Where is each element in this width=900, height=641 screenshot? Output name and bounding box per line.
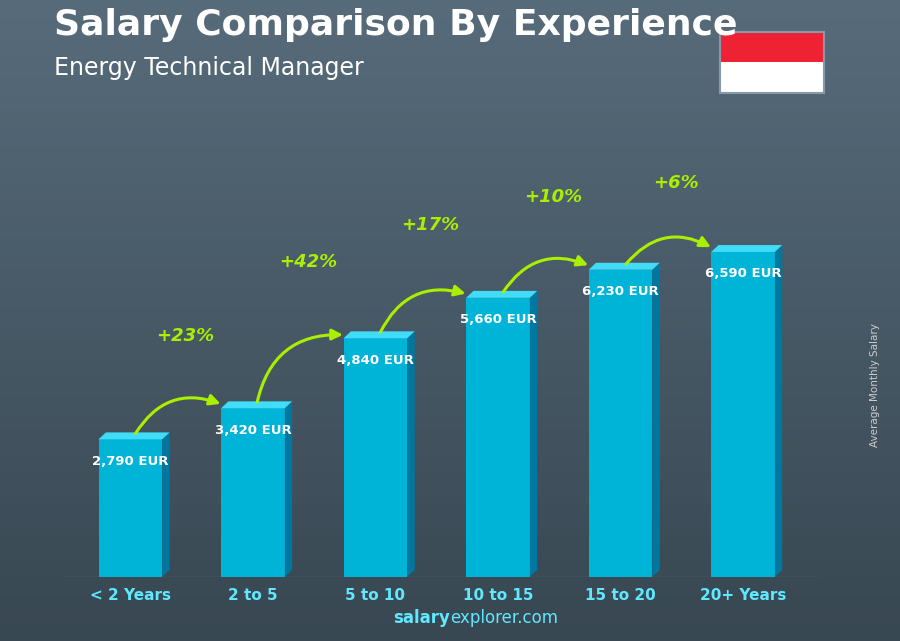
Polygon shape <box>711 252 775 577</box>
Text: 6,590 EUR: 6,590 EUR <box>705 267 781 280</box>
Text: +42%: +42% <box>279 253 338 271</box>
Bar <box>720 63 824 93</box>
Text: Energy Technical Manager: Energy Technical Manager <box>54 56 364 80</box>
Text: +6%: +6% <box>652 174 698 192</box>
Bar <box>720 32 824 63</box>
Polygon shape <box>98 433 169 439</box>
Polygon shape <box>589 270 652 577</box>
Text: 2,790 EUR: 2,790 EUR <box>92 454 168 468</box>
Text: 3,420 EUR: 3,420 EUR <box>214 424 292 437</box>
Polygon shape <box>408 331 415 577</box>
Text: 5,660 EUR: 5,660 EUR <box>460 313 536 326</box>
Polygon shape <box>466 298 530 577</box>
Polygon shape <box>466 291 537 298</box>
Polygon shape <box>652 263 660 577</box>
Polygon shape <box>221 408 284 577</box>
Polygon shape <box>711 245 782 252</box>
Polygon shape <box>98 439 162 577</box>
Polygon shape <box>589 263 660 270</box>
Polygon shape <box>344 338 408 577</box>
Text: 4,840 EUR: 4,840 EUR <box>337 354 414 367</box>
Text: salary: salary <box>393 609 450 627</box>
Polygon shape <box>284 401 292 577</box>
Polygon shape <box>221 401 292 408</box>
Text: +17%: +17% <box>401 217 460 235</box>
Text: Average Monthly Salary: Average Monthly Salary <box>869 322 880 447</box>
Text: Salary Comparison By Experience: Salary Comparison By Experience <box>54 8 737 42</box>
Text: 6,230 EUR: 6,230 EUR <box>582 285 659 298</box>
Polygon shape <box>162 433 169 577</box>
Text: explorer.com: explorer.com <box>450 609 558 627</box>
Text: +10%: +10% <box>524 188 582 206</box>
Text: +23%: +23% <box>157 327 214 345</box>
Polygon shape <box>344 331 415 338</box>
Polygon shape <box>530 291 537 577</box>
Polygon shape <box>775 245 782 577</box>
